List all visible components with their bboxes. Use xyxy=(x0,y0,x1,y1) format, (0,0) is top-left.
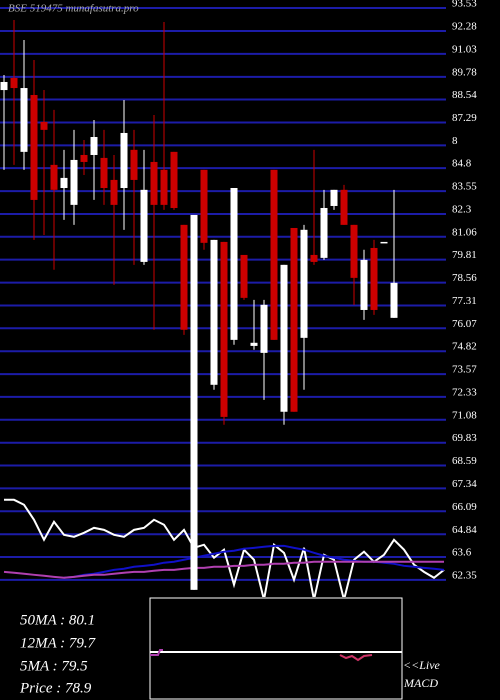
candle-body xyxy=(50,164,58,190)
legend-item: 5MA : 79.5 xyxy=(20,658,88,674)
candle-body xyxy=(210,239,218,385)
candle-body xyxy=(330,189,338,206)
chart-title: BSE 519475 munafasutra.pro xyxy=(8,3,139,15)
y-tick-label: 89.78 xyxy=(452,66,477,78)
indicator-lines xyxy=(3,498,445,597)
macd-box xyxy=(149,597,403,700)
candle-body xyxy=(170,151,178,208)
candle-body xyxy=(160,169,168,205)
candle-body xyxy=(360,259,368,310)
candle-body xyxy=(290,227,298,412)
candle-body xyxy=(70,159,78,205)
y-tick-label: 91.03 xyxy=(452,43,477,55)
candle-body xyxy=(350,224,358,278)
macd-label: MACD xyxy=(403,676,438,690)
candle-body xyxy=(280,264,288,412)
candle-body xyxy=(250,342,258,346)
y-tick-label: 77.31 xyxy=(452,295,477,307)
y-tick-label: 67.34 xyxy=(452,478,477,490)
candle-body xyxy=(120,132,128,188)
candle-body xyxy=(30,95,38,200)
y-tick-label: 66.09 xyxy=(452,501,477,513)
y-tick-label: 74.82 xyxy=(452,341,477,353)
y-tick-label: 79.81 xyxy=(452,249,477,261)
candle-body xyxy=(320,207,328,258)
candles xyxy=(0,19,398,590)
y-tick-label: 82.3 xyxy=(452,204,472,216)
y-tick-label: 63.6 xyxy=(452,547,472,559)
candle-body xyxy=(140,189,148,262)
candle-body xyxy=(300,229,308,338)
candle-body xyxy=(390,282,398,318)
candle-body xyxy=(180,224,188,330)
candle-body xyxy=(240,254,248,298)
y-tick-label: 92.28 xyxy=(452,20,477,32)
y-tick-label: 64.84 xyxy=(452,524,477,536)
macd-label: <<Live xyxy=(403,658,441,672)
candle-body xyxy=(10,77,18,89)
y-tick-label: 76.07 xyxy=(452,318,477,330)
candle-body xyxy=(100,157,108,188)
candle-body xyxy=(340,189,348,225)
y-tick-label: 69.83 xyxy=(452,432,477,444)
y-tick-label: 8 xyxy=(452,135,458,147)
y-tick-label: 73.57 xyxy=(452,364,477,376)
y-tick-label: 62.35 xyxy=(452,569,477,581)
y-tick-label: 87.29 xyxy=(452,112,477,124)
candle-body xyxy=(90,137,98,155)
y-tick-label: 81.06 xyxy=(452,226,477,238)
info-panel: 50MA : 80.1 12MA : 79.7 5MA : 79.5 Price… xyxy=(19,612,441,696)
y-tick-label: 78.56 xyxy=(452,272,477,284)
candle-body xyxy=(0,81,8,91)
indicator-line xyxy=(3,560,444,579)
macd-signal xyxy=(150,649,163,656)
y-tick-label: 83.55 xyxy=(452,181,477,193)
y-tick-label: 93.53 xyxy=(452,0,477,10)
candle-body xyxy=(40,121,48,130)
candle-body xyxy=(230,187,238,340)
candle-body xyxy=(270,169,278,340)
candle-body xyxy=(80,154,88,162)
candle-body xyxy=(200,169,208,243)
y-tick-label: 71.08 xyxy=(452,409,477,421)
y-tick-label: 84.8 xyxy=(452,158,472,170)
legend-item: 12MA : 79.7 xyxy=(20,635,97,651)
y-tick-label: 88.54 xyxy=(452,89,477,101)
legend-item: Price : 78.9 xyxy=(19,680,92,696)
candle-body xyxy=(370,247,378,310)
legend-item: 50MA : 80.1 xyxy=(20,612,95,628)
candle-body xyxy=(130,149,138,180)
candle-body xyxy=(60,177,68,188)
indicator-line xyxy=(4,498,445,597)
y-tick-label: 72.33 xyxy=(452,386,477,398)
candle-body xyxy=(150,161,158,205)
y-tick-label: 68.59 xyxy=(452,455,477,467)
candle-body xyxy=(310,254,318,262)
candle-body xyxy=(110,179,118,205)
macd-histogram xyxy=(339,654,373,662)
candle-body xyxy=(380,241,388,244)
candle-body xyxy=(20,88,28,152)
candle-body xyxy=(190,214,198,590)
candle-body xyxy=(220,241,228,417)
candle-body xyxy=(260,304,268,353)
